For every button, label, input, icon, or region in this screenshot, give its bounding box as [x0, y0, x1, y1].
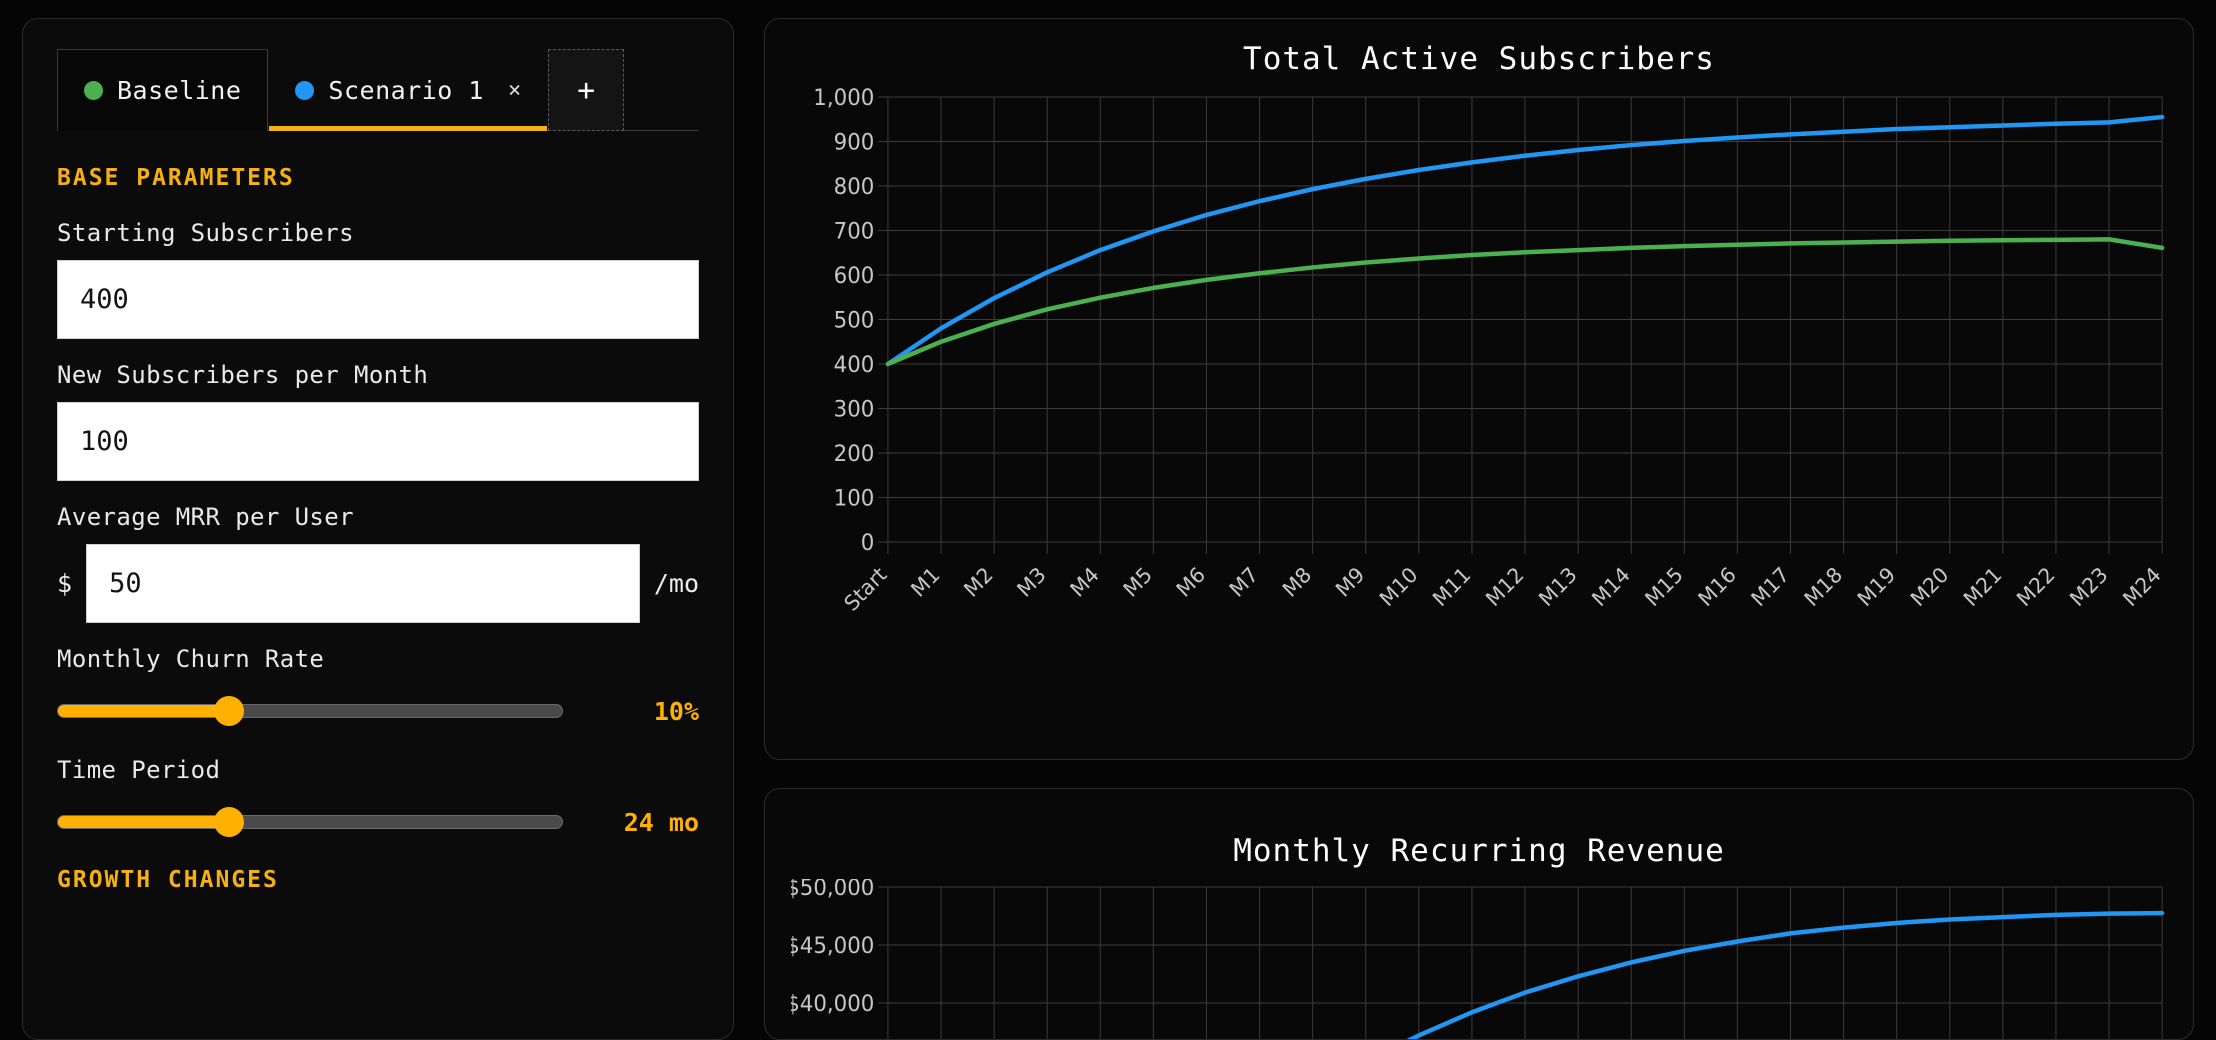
x-axis-tick: M20: [1906, 562, 1953, 611]
scenario-tabs: Baseline Scenario 1 × +: [57, 49, 699, 131]
average-mrr-row: $ /mo: [57, 544, 699, 623]
field-new-subscribers: New Subscribers per Month: [57, 361, 699, 481]
x-axis-tick: M3: [1012, 562, 1050, 601]
time-period-label: Time Period: [57, 756, 221, 784]
y-axis-tick: 700: [834, 219, 875, 244]
currency-prefix: $: [57, 569, 73, 598]
time-period-slider[interactable]: [57, 807, 563, 837]
monthly-churn-rate-row: 10%: [57, 686, 699, 736]
x-axis-tick: M4: [1066, 562, 1104, 601]
average-mrr-input[interactable]: [86, 544, 640, 623]
scenario-color-dot: [295, 81, 315, 100]
y-axis-tick: 300: [834, 397, 875, 422]
monthly-churn-rate-label: Monthly Churn Rate: [57, 645, 325, 673]
churn-slider-fill: [58, 705, 230, 717]
new-subscribers-input[interactable]: [57, 402, 699, 481]
time-period-slider-fill: [58, 816, 230, 828]
x-axis-tick: M21: [1959, 562, 2006, 611]
x-axis-tick: M12: [1481, 562, 1528, 611]
tab-baseline[interactable]: Baseline: [57, 49, 269, 131]
series-line-scenario-1: [885, 114, 2165, 367]
starting-subscribers-label: Starting Subscribers: [57, 219, 354, 247]
x-axis-tick: M9: [1331, 562, 1369, 601]
charts-column: Total Active Subscribers 0 100 200 300 400 50…: [764, 18, 2194, 1040]
y-axis-tick: 1,000: [813, 87, 874, 111]
x-axis-tick: M10: [1375, 562, 1422, 611]
field-average-mrr: Average MRR per User $ /mo: [57, 503, 699, 623]
close-icon[interactable]: ×: [507, 78, 522, 103]
x-axis-tick: M7: [1225, 562, 1263, 601]
new-subscribers-label: New Subscribers per Month: [57, 361, 429, 389]
mrr-chart-title: Monthly Recurring Revenue: [1233, 833, 1725, 869]
mrr-plot-svg: $50,000 $45,000 $40,000: [791, 879, 2165, 1039]
y-axis-tick: 0: [861, 531, 875, 556]
monthly-churn-rate-value: 10%: [653, 696, 699, 726]
y-axis-tick: 100: [834, 486, 875, 511]
x-axis-tick: M22: [2012, 562, 2059, 611]
x-axis-tick: M23: [2065, 562, 2112, 611]
base-parameters-heading: BASE PARAMETERS: [57, 165, 295, 191]
x-axis-tick: M13: [1534, 562, 1581, 611]
series-line-scenario-1: [1406, 910, 2165, 1039]
tab-scenario-1-label: Scenario 1: [328, 76, 484, 105]
x-axis-tick: M14: [1587, 562, 1634, 611]
subscribers-plot: 0 100 200 300 400 500 600 700 800 900 1,000 Start M1…: [791, 87, 2167, 707]
x-axis-tick: M1: [906, 562, 944, 601]
x-axis-tick: Start: [840, 562, 892, 615]
field-time-period: Time Period 24 mo: [57, 756, 699, 847]
add-scenario-button[interactable]: +: [548, 49, 625, 131]
x-axis-tick: M19: [1853, 562, 1900, 611]
mrr-plot: $50,000 $45,000 $40,000: [791, 879, 2167, 1039]
x-axis-tick: M24: [2118, 562, 2165, 611]
x-axis-tick: M11: [1428, 562, 1475, 611]
x-axis-tick: M5: [1119, 562, 1157, 601]
y-axis-tick: 900: [834, 130, 875, 155]
per-month-suffix: /mo: [653, 569, 699, 598]
average-mrr-label: Average MRR per User: [57, 503, 354, 531]
tab-baseline-label: Baseline: [117, 76, 242, 105]
y-axis-tick: 200: [834, 442, 875, 467]
tab-scenario-1[interactable]: Scenario 1 ×: [268, 49, 548, 131]
baseline-color-dot: [84, 81, 103, 100]
y-axis-tick: $45,000: [791, 934, 874, 959]
parameters-panel: Baseline Scenario 1 × + BASE PARAMETERS …: [22, 18, 734, 1040]
subscribers-plot-svg: 0 100 200 300 400 500 600 700 800 900 1,000 Start M1…: [813, 87, 2165, 616]
y-axis-tick: $40,000: [791, 992, 874, 1017]
x-axis-tick: M16: [1693, 562, 1740, 611]
x-axis-tick: M18: [1800, 562, 1847, 611]
y-axis-tick: $50,000: [791, 879, 874, 901]
y-axis-tick: 600: [834, 264, 875, 289]
x-axis-tick: M6: [1172, 562, 1210, 601]
x-axis-tick: M8: [1278, 562, 1316, 601]
field-monthly-churn-rate: Monthly Churn Rate 10%: [57, 645, 699, 736]
time-period-slider-thumb[interactable]: [214, 807, 245, 837]
subscribers-chart-title: Total Active Subscribers: [1243, 41, 1715, 77]
x-axis-tick: M15: [1640, 562, 1687, 611]
time-period-row: 24 mo: [57, 797, 699, 847]
time-period-value: 24 mo: [623, 807, 699, 837]
y-axis-tick: 500: [834, 308, 875, 333]
x-axis-tick: M2: [959, 562, 997, 601]
starting-subscribers-input[interactable]: [57, 260, 699, 339]
monthly-churn-rate-slider[interactable]: [57, 696, 563, 726]
subscribers-chart-card: Total Active Subscribers 0 100 200 300 400 50…: [764, 18, 2194, 760]
y-axis-tick: 400: [834, 353, 875, 378]
y-axis-tick: 800: [834, 175, 875, 200]
field-starting-subscribers: Starting Subscribers: [57, 219, 699, 339]
churn-slider-thumb[interactable]: [214, 696, 245, 726]
series-line-baseline: [885, 237, 2165, 367]
growth-changes-heading: GROWTH CHANGES: [57, 867, 279, 893]
x-axis-tick: M17: [1747, 562, 1794, 611]
mrr-chart-card: Monthly Recurring Revenue $50,000 $45,000…: [764, 788, 2194, 1040]
